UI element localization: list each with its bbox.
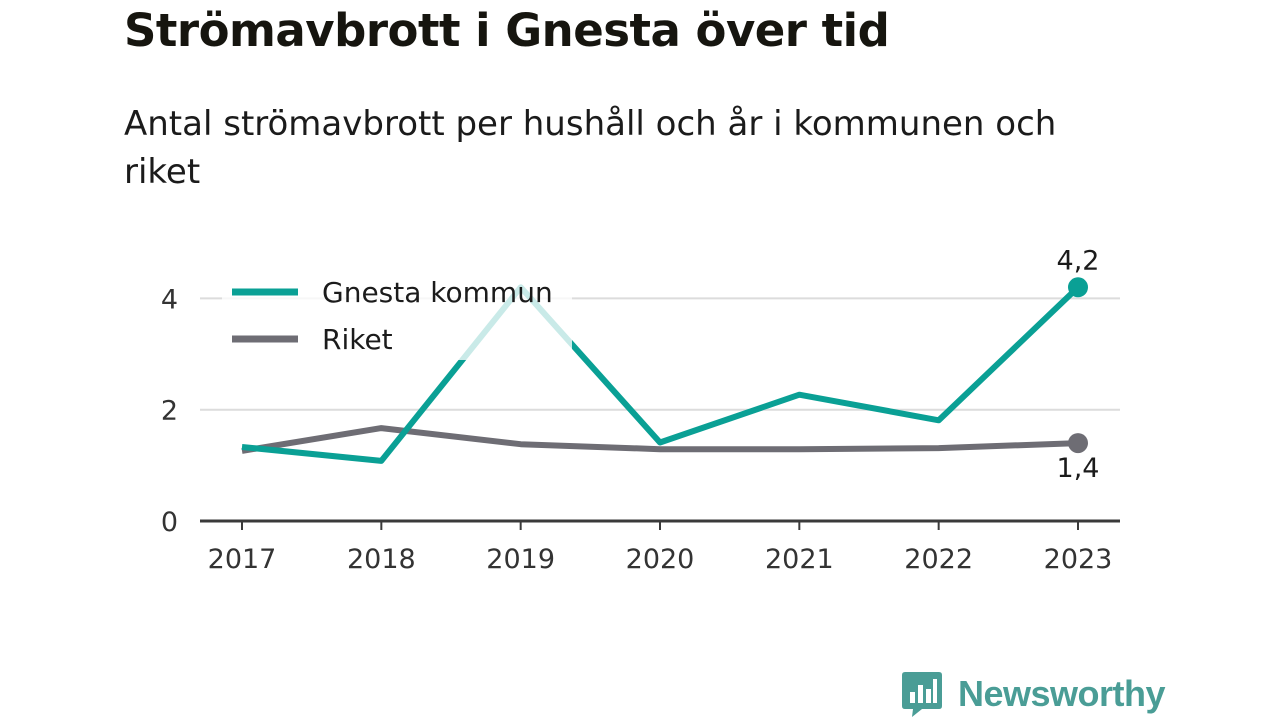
x-tick-label: 2018 [347,544,416,575]
chart-title: Strömavbrott i Gnesta över tid [124,4,890,57]
series-line-1 [241,425,1079,454]
y-tick-label: 4 [161,284,178,315]
x-tick-label: 2017 [208,544,277,575]
y-tick-label: 2 [161,396,178,427]
x-tick-label: 2021 [765,544,834,575]
y-tick-label: 0 [161,507,178,538]
brand-name: Newsworthy [958,673,1166,714]
newsworthy-logo-icon [902,672,942,717]
x-tick-label: 2023 [1044,544,1113,575]
legend-label-0: Gnesta kommun [322,276,553,309]
x-tick-label: 2022 [904,544,973,575]
series-end-point-1 [1068,433,1088,454]
legend-box [222,268,572,360]
data-label-gnesta: 4,2 [1057,245,1100,276]
series-end-point-0 [1068,277,1088,298]
brand-logo: Newsworthy [902,670,1166,718]
data-label-riket: 1,4 [1057,453,1100,484]
x-tick-label: 2020 [626,544,695,575]
chart-subtitle: Antal strömavbrott per hushåll och år i … [124,104,1057,192]
series-line-0 [241,284,1081,464]
legend-label-1: Riket [322,323,393,356]
x-tick-label: 2019 [486,544,555,575]
